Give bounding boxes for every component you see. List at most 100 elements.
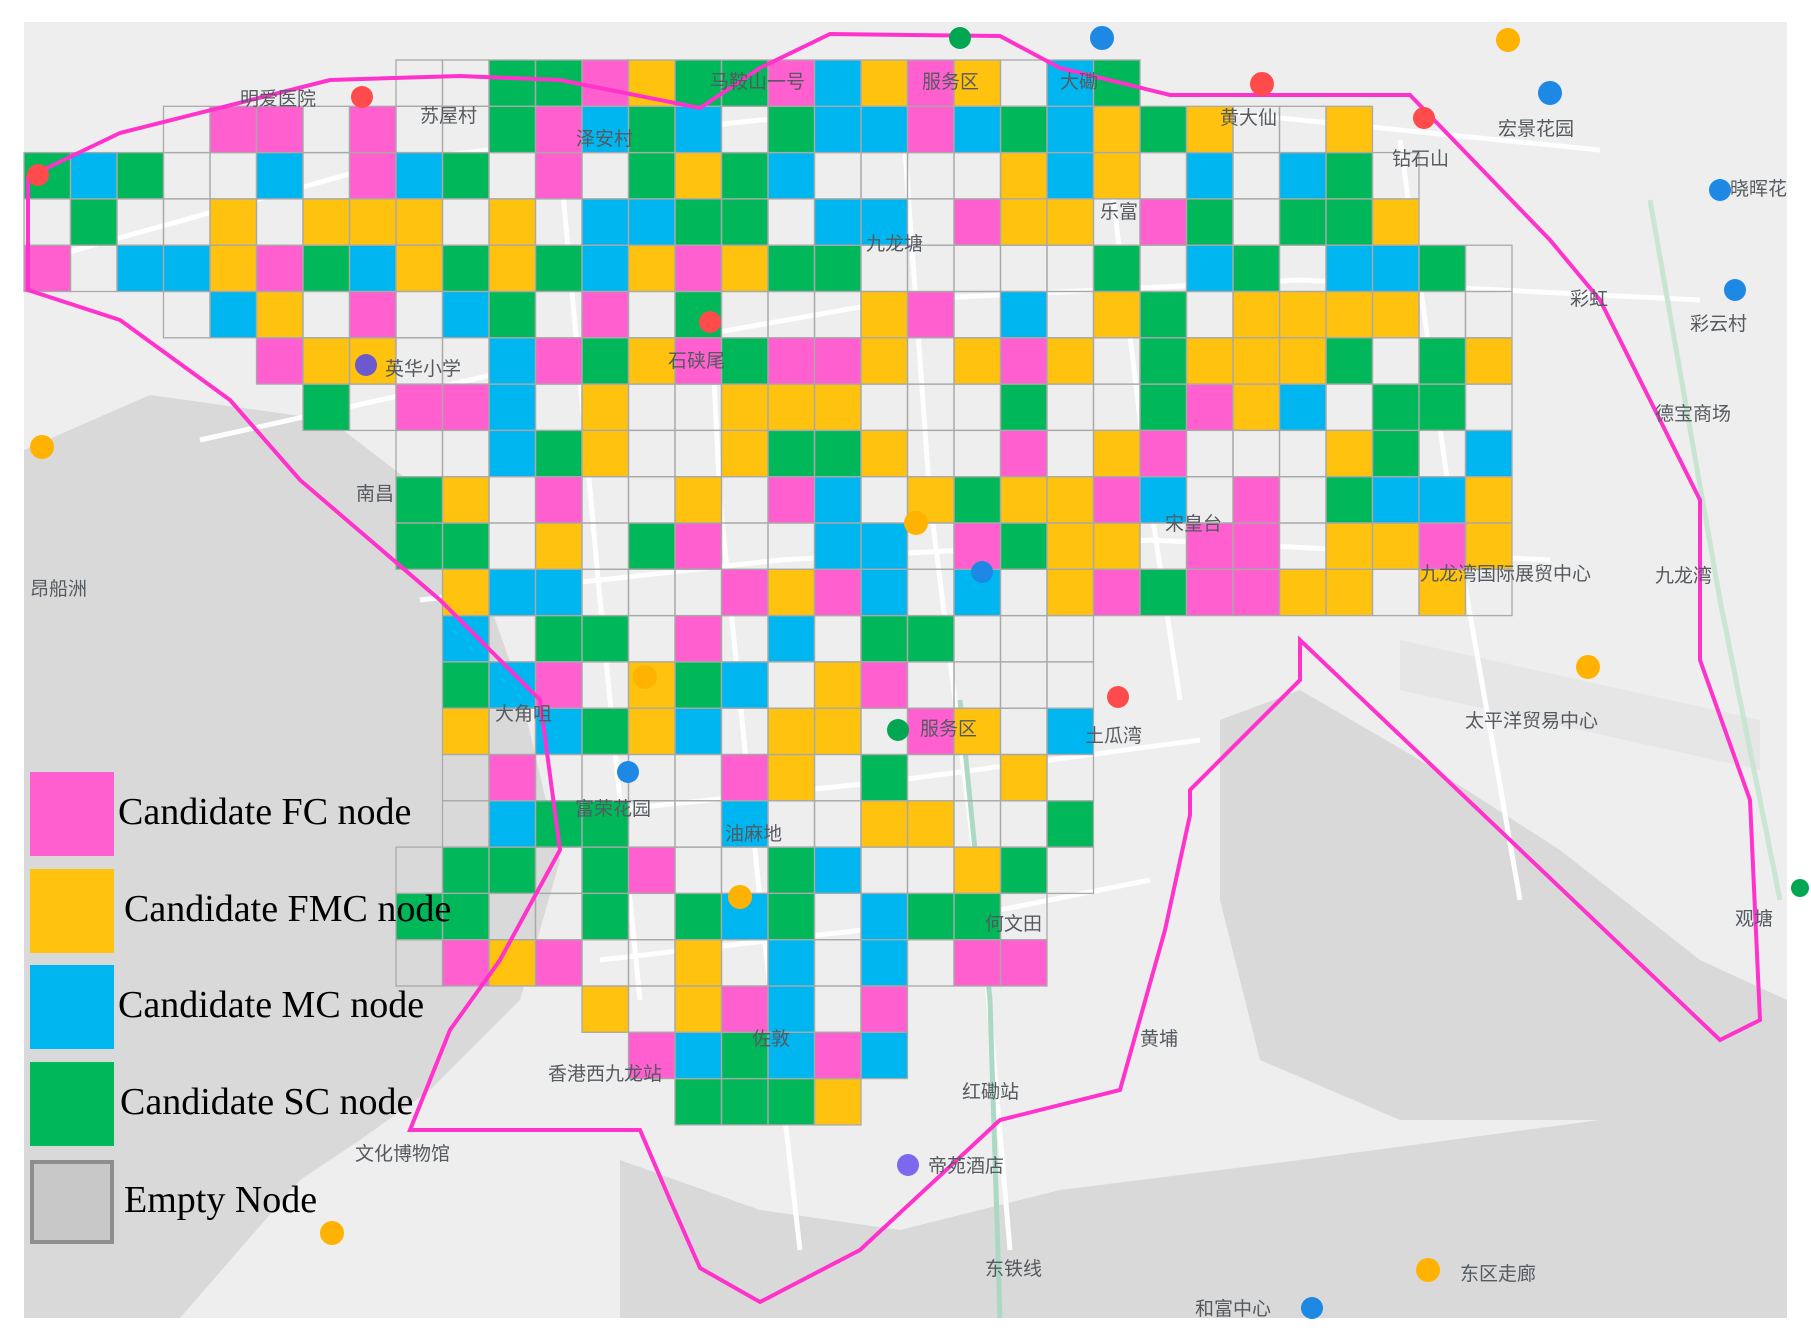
candidate-node-cell (721, 1032, 768, 1079)
candidate-node-cell (1279, 337, 1326, 385)
candidate-node-cell (907, 106, 954, 153)
candidate-node-cell (1140, 476, 1187, 523)
candidate-node-cell (675, 337, 722, 385)
candidate-node-cell (954, 60, 1001, 107)
candidate-node-cell (582, 245, 629, 292)
candidate-node-cell (861, 291, 908, 338)
candidate-node-cell (768, 245, 815, 292)
candidate-node-cell (1186, 384, 1233, 431)
candidate-node-cell (628, 523, 675, 570)
metro-station-icon (699, 311, 721, 333)
candidate-node-cell (582, 800, 629, 848)
legend-label-fmc: Candidate FMC node (124, 888, 452, 930)
candidate-node-cell (1140, 384, 1187, 431)
candidate-node-cell (1000, 430, 1047, 477)
candidate-node-cell (442, 291, 489, 338)
candidate-node-cell (535, 523, 582, 570)
candidate-node-cell (349, 245, 396, 292)
hospital-icon (351, 86, 373, 108)
candidate-node-cell (675, 1078, 722, 1125)
candidate-node-cell (582, 615, 629, 662)
candidate-node-cell (814, 198, 861, 246)
highway-shield-icon (1576, 655, 1600, 679)
candidate-node-cell (489, 60, 536, 107)
residence-icon (1538, 81, 1562, 105)
candidate-node-cell (721, 800, 768, 848)
candidate-node-cell (768, 847, 815, 894)
candidate-node-cell (396, 152, 443, 199)
candidate-node-cell (1419, 476, 1466, 523)
candidate-node-cell (582, 337, 629, 385)
candidate-node-cell (1093, 569, 1140, 616)
candidate-node-cell (582, 291, 629, 338)
candidate-node-cell (256, 337, 303, 385)
candidate-node-cell (1326, 245, 1373, 292)
candidate-node-cell (1093, 523, 1140, 570)
residence-icon (971, 561, 993, 583)
place-label: 大角咀 (495, 703, 552, 725)
candidate-node-cell (1326, 569, 1373, 616)
candidate-node-cell (535, 245, 582, 292)
place-label: 宋皇台 (1165, 513, 1222, 535)
candidate-node-cell (675, 661, 722, 709)
school-icon (355, 354, 377, 376)
candidate-node-cell (721, 198, 768, 246)
candidate-node-cell (768, 384, 815, 431)
candidate-node-cell (1186, 523, 1233, 570)
candidate-node-cell (535, 615, 582, 662)
candidate-node-cell (814, 523, 861, 570)
candidate-node-cell (1279, 569, 1326, 616)
candidate-node-cell (163, 245, 210, 292)
candidate-node-cell (582, 986, 629, 1033)
candidate-node-cell (582, 708, 629, 755)
candidate-node-cell (814, 661, 861, 709)
place-label: 油麻地 (725, 823, 782, 845)
candidate-node-cell (628, 245, 675, 292)
candidate-node-cell (907, 291, 954, 338)
candidate-node-cell (210, 291, 257, 338)
candidate-node-cell (861, 569, 908, 616)
map-runway (1400, 640, 1760, 770)
candidate-node-cell (1000, 847, 1047, 894)
candidate-node-cell (721, 1078, 768, 1125)
candidate-node-cell (396, 198, 443, 246)
candidate-node-cell (1279, 291, 1326, 338)
candidate-node-cell (1372, 245, 1419, 292)
candidate-node-cell (1465, 430, 1512, 477)
grid-cell-outline (1046, 846, 1095, 895)
candidate-node-cell (349, 198, 396, 246)
legend-label-empty: Empty Node (124, 1179, 318, 1221)
candidate-node-cell (396, 384, 443, 431)
candidate-node-cell (1093, 245, 1140, 292)
candidate-node-cell (907, 893, 954, 940)
candidate-node-cell (907, 708, 954, 755)
legend-item-fmc: Candidate FMC node (30, 869, 500, 953)
candidate-node-cell (489, 847, 536, 894)
candidate-node-cell (628, 708, 675, 755)
candidate-node-cell (582, 198, 629, 246)
candidate-node-cell (768, 569, 815, 616)
legend-swatch-empty (30, 1160, 114, 1244)
candidate-node-cell (1233, 569, 1280, 616)
place-label: 红磡站 (962, 1081, 1019, 1103)
candidate-node-cell (814, 60, 861, 107)
candidate-node-cell (1140, 198, 1187, 246)
candidate-node-cell (721, 986, 768, 1033)
candidate-node-cell (1140, 430, 1187, 477)
candidate-node-cell (1000, 523, 1047, 570)
candidate-node-cell (256, 245, 303, 292)
service-area-icon (1791, 879, 1809, 897)
candidate-node-cell (489, 291, 536, 338)
candidate-node-cell (442, 661, 489, 709)
candidate-node-cell (1186, 198, 1233, 246)
candidate-node-cell (768, 1078, 815, 1125)
candidate-node-cell (1047, 152, 1094, 199)
candidate-node-cell (582, 430, 629, 477)
candidate-node-cell (628, 1032, 675, 1079)
residence-icon (617, 761, 639, 783)
candidate-node-cell (1000, 291, 1047, 338)
highway-shield-icon (904, 511, 928, 535)
candidate-node-cell (1326, 337, 1373, 385)
candidate-node-cell (489, 384, 536, 431)
candidate-node-cell (442, 523, 489, 570)
